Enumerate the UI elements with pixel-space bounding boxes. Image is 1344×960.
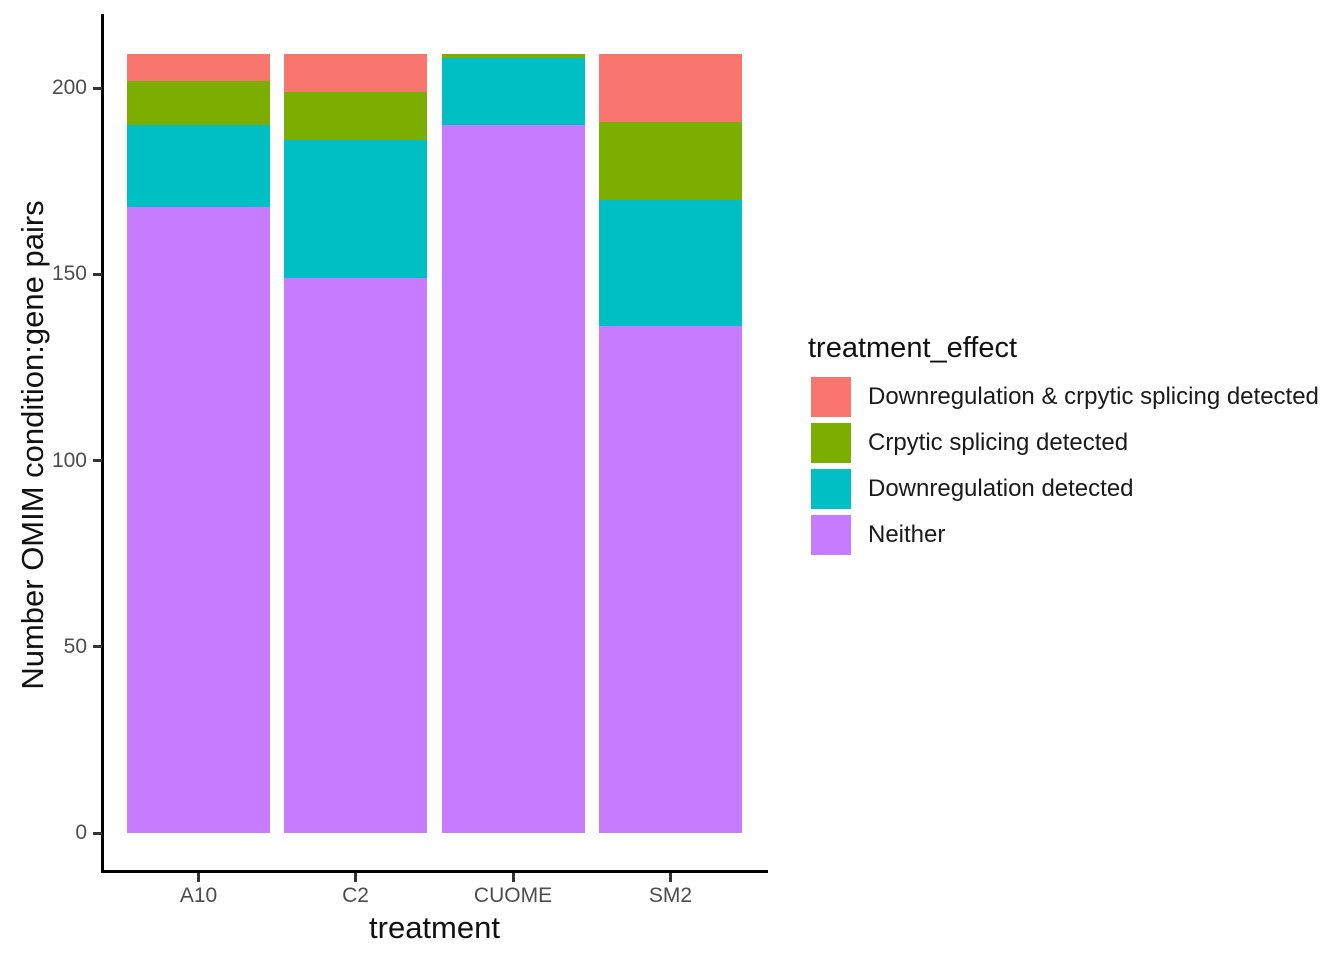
legend-swatch bbox=[811, 423, 851, 463]
legend-row: Neither bbox=[811, 512, 1319, 558]
x-tick-label: C2 bbox=[342, 884, 369, 907]
bar-segment bbox=[441, 54, 585, 59]
y-tick-mark bbox=[93, 645, 102, 649]
x-tick-mark bbox=[669, 873, 672, 882]
y-tick-mark bbox=[93, 459, 102, 462]
bar-segment bbox=[127, 54, 270, 81]
x-tick-label: CUOME bbox=[473, 884, 553, 907]
legend-title: treatment_effect bbox=[808, 332, 1018, 364]
bar-segment bbox=[441, 125, 585, 833]
legend-row: Downregulation & crpytic splicing detect… bbox=[811, 374, 1319, 420]
x-axis-title: treatment bbox=[369, 910, 500, 945]
bar-segment bbox=[599, 326, 742, 833]
legend-row: Downregulation detected bbox=[811, 466, 1319, 512]
bar-segment bbox=[284, 91, 427, 141]
y-axis-title: Number OMIM condition:gene pairs bbox=[15, 200, 50, 690]
bar-segment bbox=[127, 207, 270, 833]
bar-segment bbox=[284, 54, 427, 92]
x-axis-line bbox=[101, 870, 768, 873]
legend-label: Neither bbox=[868, 521, 946, 548]
legend-label: Crpytic splicing detected bbox=[868, 429, 1129, 456]
y-tick-mark bbox=[93, 272, 102, 276]
y-tick-label: 0 bbox=[75, 821, 87, 844]
y-tick-label: 200 bbox=[51, 76, 87, 99]
bar-segment bbox=[599, 54, 742, 122]
y-tick-label: 150 bbox=[51, 262, 87, 286]
legend-label: Downregulation detected bbox=[868, 475, 1134, 502]
bar-segment bbox=[127, 125, 270, 208]
legend-swatch bbox=[811, 515, 851, 555]
x-tick-label: A10 bbox=[179, 884, 218, 907]
legend-row: Crpytic splicing detected bbox=[811, 420, 1319, 466]
y-axis-line bbox=[101, 14, 104, 873]
x-tick-mark bbox=[197, 873, 200, 882]
legend-label: Downregulation & crpytic splicing detect… bbox=[868, 383, 1319, 410]
x-tick-mark bbox=[354, 873, 357, 882]
y-tick-label: 100 bbox=[51, 448, 87, 472]
legend-swatch bbox=[811, 377, 851, 417]
x-tick-mark bbox=[511, 873, 515, 882]
bar-segment bbox=[284, 277, 427, 833]
y-tick-mark bbox=[93, 831, 102, 835]
bar-segment bbox=[284, 140, 427, 278]
bar-segment bbox=[127, 80, 270, 126]
legend-swatch bbox=[811, 469, 851, 509]
x-tick-label: SM2 bbox=[648, 884, 693, 907]
y-tick-mark bbox=[93, 86, 102, 90]
y-tick-label: 50 bbox=[63, 634, 87, 658]
legend-rows: Downregulation & crpytic splicing detect… bbox=[808, 374, 1319, 558]
legend: treatment_effect Downregulation & crpyti… bbox=[808, 331, 1319, 558]
bar-segment bbox=[441, 58, 585, 126]
bar-segment bbox=[599, 199, 742, 327]
bar-segment bbox=[599, 121, 742, 200]
